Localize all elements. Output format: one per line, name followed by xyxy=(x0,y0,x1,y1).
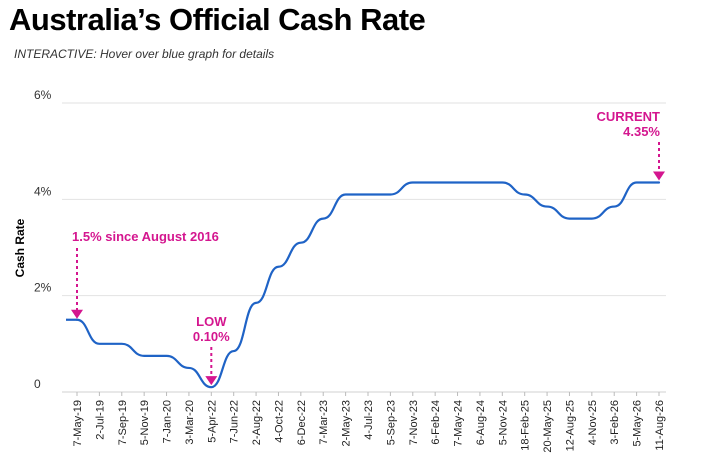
data-point[interactable] xyxy=(587,214,597,224)
x-tick-label: 7-Sep-19 xyxy=(117,400,129,445)
chart-subtitle: INTERACTIVE: Hover over blue graph for d… xyxy=(14,47,275,61)
annotation-arrow-head xyxy=(205,376,218,386)
x-tick-label: 11-Aug-26 xyxy=(654,400,666,451)
data-point[interactable] xyxy=(273,262,283,272)
data-point[interactable] xyxy=(408,177,418,187)
x-tick-label: 6-Dec-22 xyxy=(296,400,308,445)
x-tick-label: 4-Jul-23 xyxy=(363,400,375,440)
data-point[interactable] xyxy=(453,177,463,187)
x-tick-label: 4-Oct-22 xyxy=(273,400,285,443)
data-point[interactable] xyxy=(229,346,239,356)
x-tick-label: 20-May-25 xyxy=(542,400,554,453)
annotation-current: CURRENT xyxy=(596,109,660,124)
data-point[interactable] xyxy=(564,214,574,224)
data-point[interactable] xyxy=(184,363,194,373)
annotation-arrow-head xyxy=(71,309,83,319)
x-tick-label: 7-Nov-23 xyxy=(408,400,420,445)
x-tick-label: 7-Mar-23 xyxy=(318,400,330,445)
data-point[interactable] xyxy=(296,238,306,248)
annotation-low: LOW xyxy=(196,314,227,329)
data-point[interactable] xyxy=(497,177,507,187)
data-point[interactable] xyxy=(632,177,642,187)
x-tick-label: 5-May-26 xyxy=(632,400,644,446)
x-tick-label: 2-Jul-19 xyxy=(94,400,106,440)
y-tick-label: 0 xyxy=(34,377,41,391)
x-tick-label: 7-May-24 xyxy=(453,400,465,446)
data-point[interactable] xyxy=(94,339,104,349)
x-tick-label: 12-Aug-25 xyxy=(564,400,576,451)
x-tick-label: 2-Aug-22 xyxy=(251,400,263,445)
annotation-low: 0.10% xyxy=(193,329,230,344)
data-point[interactable] xyxy=(363,190,373,200)
x-tick-label: 18-Feb-25 xyxy=(520,400,532,451)
x-tick-label: 3-Mar-20 xyxy=(184,400,196,445)
x-tick-label: 7-Jun-22 xyxy=(229,400,241,443)
x-tick-label: 5-Sep-23 xyxy=(385,400,397,445)
data-point[interactable] xyxy=(251,298,261,308)
data-point[interactable] xyxy=(520,190,530,200)
data-point[interactable] xyxy=(385,190,395,200)
data-point[interactable] xyxy=(341,190,351,200)
data-point[interactable] xyxy=(475,177,485,187)
y-axis-label: Cash Rate xyxy=(13,218,27,277)
data-point[interactable] xyxy=(542,202,552,212)
y-tick-label: 2% xyxy=(34,281,52,295)
x-tick-label: 4-Nov-25 xyxy=(587,400,599,445)
annotation-since-2016: 1.5% since August 2016 xyxy=(72,229,219,244)
data-point[interactable] xyxy=(162,351,172,361)
data-point[interactable] xyxy=(318,214,328,224)
data-point[interactable] xyxy=(609,202,619,212)
x-tick-label: 6-Feb-24 xyxy=(430,400,442,445)
x-tick-label: 7-May-19 xyxy=(72,400,84,446)
annotation-arrow-head xyxy=(653,171,665,181)
chart-title: Australia’s Official Cash Rate xyxy=(9,2,426,37)
x-tick-label: 6-Aug-24 xyxy=(475,400,487,445)
cash-rate-line[interactable] xyxy=(75,181,661,389)
x-tick-label: 7-Jan-20 xyxy=(162,400,174,443)
data-point[interactable] xyxy=(117,339,127,349)
data-point[interactable] xyxy=(139,351,149,361)
x-tick-label: 5-Nov-19 xyxy=(139,400,151,445)
y-tick-label: 6% xyxy=(34,88,52,102)
y-tick-label: 4% xyxy=(34,184,52,198)
x-tick-label: 5-Nov-24 xyxy=(497,400,509,445)
x-tick-label: 3-Feb-26 xyxy=(609,400,621,445)
data-point[interactable] xyxy=(430,177,440,187)
x-tick-label: 5-Apr-22 xyxy=(206,400,218,443)
x-tick-label: 2-May-23 xyxy=(341,400,353,446)
annotation-current: 4.35% xyxy=(623,124,660,139)
